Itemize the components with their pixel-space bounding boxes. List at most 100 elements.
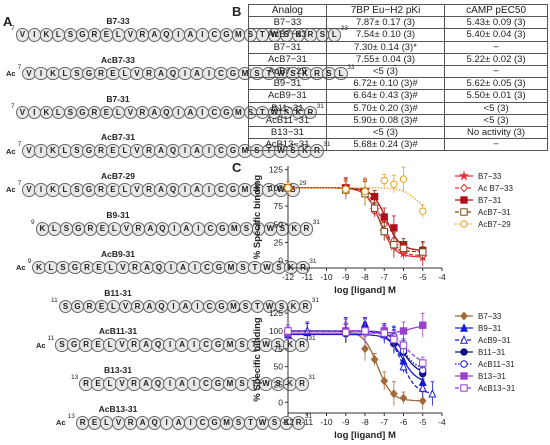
start-residue-number: 13: [71, 374, 79, 382]
residue-circle: I: [195, 105, 210, 120]
residue-circle: S: [250, 183, 264, 197]
table-row: AcB9−31 6.64± 0.43 (3)# 5.50± 0.01 (3): [248, 89, 548, 103]
data-point: [342, 185, 350, 194]
x-tick-label: -11: [301, 272, 313, 282]
residue-circle: C: [203, 222, 218, 236]
peptide-name: AcB7-31: [100, 132, 136, 143]
residue-circle: Q: [166, 183, 180, 197]
data-point: [284, 184, 292, 192]
data-point: [460, 220, 468, 228]
legend-entry: AcB9−31: [455, 335, 511, 345]
x-tick-label: -11: [301, 417, 313, 427]
data-point: [342, 328, 350, 337]
residue-circle: R: [295, 338, 309, 352]
x-tick-label: -10: [320, 272, 333, 282]
table-cell: B7−33: [248, 16, 327, 30]
peptide-name: B7-33: [106, 16, 130, 26]
table-cell: 7.30± 0.14 (3)*: [325, 40, 446, 54]
table-row: AcB13−31 5.68± 0.24 (3)# −: [248, 138, 548, 152]
y-tick-label: 125: [269, 308, 283, 318]
x-tick-label: -6: [400, 272, 408, 282]
residue-circle: I: [190, 299, 205, 314]
y-tick-label: 50: [274, 362, 284, 372]
peptide-entry: B7-33 7V I K L S G R E L V R A Q I A I C G M S T W S K R S L33: [6, 16, 348, 44]
data-point: [370, 192, 379, 201]
table-row: B7−33 7.87± 0.17 (3) 5.43± 0.09 (3): [248, 16, 548, 30]
legend-label: B13−31: [478, 372, 506, 381]
data-point: [390, 240, 398, 249]
residue-circle: R: [295, 377, 309, 391]
data-point: [460, 384, 468, 392]
peptide-name: AcB13-31: [98, 404, 138, 414]
residue-circle: K: [46, 144, 60, 158]
legend-entry: AcB7−31: [455, 208, 511, 217]
peptide-entry: AcB7-33 Ac7V I K L S G R E L V R A Q I A I C G M S T W S K R S L33: [6, 55, 354, 83]
data-point: [419, 248, 427, 256]
x-tick-label: -8: [361, 417, 369, 427]
legend-entry: B7−31: [455, 196, 502, 205]
start-residue-number: 11: [47, 335, 55, 343]
data-point: [390, 335, 398, 344]
data-point: [390, 180, 398, 188]
table-header: cAMP pEC50: [444, 3, 548, 18]
x-tick-label: -12: [282, 272, 295, 282]
residue-circle: M: [227, 222, 242, 236]
table-row: AcB7−33 7.54± 0.10 (3) 5.40± 0.04 (3): [248, 28, 548, 42]
legend-label: AcB11−31: [478, 360, 515, 369]
peptide-name: AcB7-29: [100, 171, 136, 182]
table-cell: 5.22± 0.02 (3): [444, 52, 548, 66]
peptide-name: B13-31: [104, 365, 132, 376]
x-tick-label: -8: [361, 272, 369, 282]
fit-curve: [288, 330, 424, 362]
table-cell: AcB7−31: [248, 52, 327, 66]
start-residue-number: 13: [67, 413, 75, 420]
data-point: [460, 372, 468, 380]
table-row: B9−31 6.72± 0.10 (3)# 5.62± 0.05 (3): [248, 77, 548, 91]
residue-circle: G: [75, 28, 90, 42]
residue-circle: A: [139, 377, 153, 391]
table-cell: 5.50± 0.01 (3): [444, 89, 548, 103]
data-point: [460, 183, 468, 193]
fit-curve: [288, 187, 424, 206]
residue-circle: M: [226, 299, 241, 314]
acetyl-label: Ac: [56, 418, 66, 428]
table-cell: <5 (3): [444, 101, 548, 115]
start-residue-number: 9: [27, 257, 32, 265]
residue-circle: A: [142, 299, 157, 314]
panel-label-c: C: [232, 160, 242, 175]
table-cell: <5 (3): [325, 125, 446, 140]
legend-entry: AcB11−31: [455, 360, 515, 369]
end-residue-number: 31: [308, 335, 316, 343]
residue-circle: W: [259, 377, 273, 391]
legend-label: Ac B7−33: [478, 184, 513, 193]
peptide-entry: B9-31 9K L S G R E L V R A Q I A I C G M S T W S K R31: [6, 210, 320, 238]
residue-circle: I: [195, 28, 210, 42]
residue-circle: L: [51, 105, 66, 120]
residue-circle: I: [202, 144, 216, 158]
table-cell: B13−31: [248, 125, 327, 140]
residue-circle: S: [70, 66, 84, 81]
end-residue-number: 31: [312, 219, 320, 226]
data-point: [458, 170, 470, 181]
table-cell: −: [444, 64, 548, 79]
residue-circle: K: [46, 183, 60, 197]
peptide-sequence: 13R E L V R A Q I A I C G M S T W S K R31: [6, 374, 315, 393]
peptide-name: AcB11-31: [98, 326, 138, 337]
peptide-entry: AcB11-31 Ac11S G R E L V R A Q I A I C G M S T W S K R31: [6, 326, 316, 354]
y-axis-label: % Specific binding: [252, 317, 263, 402]
y-axis-label: % Specific binding: [252, 175, 263, 260]
y-tick-label: 0: [278, 397, 283, 407]
table-cell: 6.64± 0.43 (3)#: [325, 89, 446, 103]
residue-circle: I: [183, 416, 198, 430]
data-point: [370, 204, 379, 212]
peptide-sequence: 7V I K L S G R E L V R A Q I A I C G M S T W S K R S L33: [6, 25, 348, 44]
start-residue-number: 7: [11, 102, 15, 110]
data-point: [390, 224, 398, 232]
acetyl-label: Ac: [6, 146, 16, 156]
table-header: 7BP Eu−H2 pKi: [325, 3, 446, 18]
peptide-entry: AcB7-29 Ac7V I K L S G R E L V R A Q I A I C G M S T W S29: [6, 171, 306, 199]
residue-circle: E: [94, 299, 109, 314]
legend-entry: B7−33: [455, 311, 502, 321]
data-point: [361, 327, 369, 335]
binding-curve-chart-d: 0 25 50 75 100 125 -12 -11 -10 -9 -8 -7 -6 -5 -4 log [l…: [252, 306, 516, 441]
